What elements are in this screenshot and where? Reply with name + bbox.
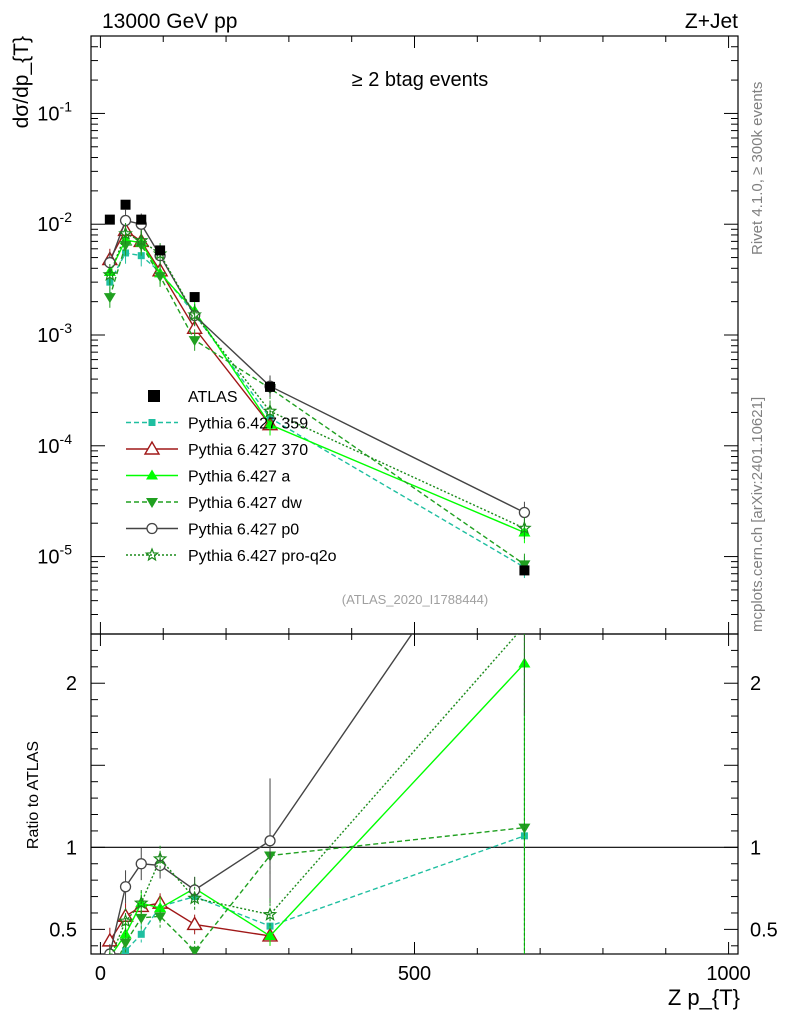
ratio-tick-label: 1 bbox=[750, 837, 761, 859]
series-point bbox=[133, 233, 149, 247]
legend-label: Pythia 6.427 359 bbox=[188, 416, 308, 433]
legend-label: ATLAS bbox=[188, 389, 238, 406]
header-left: 13000 GeV pp bbox=[102, 10, 237, 33]
legend-label: Pythia 6.427 a bbox=[188, 469, 290, 486]
legend: ATLAS Pythia 6.427 359 Pythia 6.427 370 Pyt… bbox=[126, 389, 337, 565]
data-point bbox=[189, 292, 200, 303]
ratio-point bbox=[119, 938, 132, 949]
ratio-line bbox=[109, 634, 413, 954]
ratio-point bbox=[133, 895, 149, 910]
ratio-tick-label: 1 bbox=[66, 837, 77, 859]
ratio-y-label: Ratio to ATLAS bbox=[25, 741, 42, 849]
series-point bbox=[103, 293, 116, 304]
rivet-label: Rivet 4.1.0, ≥ 300k events bbox=[749, 82, 766, 255]
series-point bbox=[154, 272, 167, 283]
data-point bbox=[519, 565, 530, 576]
data-point bbox=[155, 245, 166, 256]
ratio-point bbox=[264, 929, 277, 940]
legend-marker bbox=[148, 390, 160, 402]
ratio-point bbox=[186, 916, 203, 931]
y-axis-label: dσ/dp_{T} bbox=[10, 36, 33, 128]
ratio-point bbox=[262, 906, 278, 921]
ratio-point bbox=[188, 884, 201, 896]
x-tick-label: 0 bbox=[95, 963, 106, 985]
ratio-point bbox=[106, 962, 113, 969]
ratio-point bbox=[187, 890, 202, 905]
y-tick-label: 10-1 bbox=[37, 98, 72, 125]
main-frame bbox=[90, 35, 739, 635]
legend-label: Pythia 6.427 pro-q2o bbox=[188, 548, 337, 565]
ratio-frame bbox=[90, 633, 739, 955]
series-line bbox=[109, 219, 525, 514]
data-point bbox=[265, 381, 276, 392]
ratio-point bbox=[119, 881, 132, 893]
legend-label: Pythia 6.427 dw bbox=[188, 495, 302, 512]
x-tick-label: 1000 bbox=[706, 963, 751, 985]
ratio-line bbox=[111, 634, 519, 954]
legend-marker bbox=[144, 547, 160, 562]
ratio-point bbox=[152, 851, 168, 866]
series-point bbox=[118, 226, 133, 240]
header-right: Z+Jet bbox=[685, 10, 738, 33]
x-tick-label: 500 bbox=[398, 963, 431, 985]
ratio-point bbox=[135, 913, 148, 924]
series-line bbox=[109, 232, 525, 529]
ratio-point bbox=[264, 835, 276, 847]
series-point bbox=[262, 403, 278, 418]
ratio-point bbox=[118, 913, 133, 928]
series-point bbox=[518, 560, 531, 571]
ratio-tick-label: 0.5 bbox=[750, 919, 778, 941]
series-point bbox=[102, 267, 118, 281]
mcplots-label: mcplots.cern.ch [arXiv:2401.10621] bbox=[749, 397, 766, 632]
series-point bbox=[517, 520, 532, 535]
plot-title: ≥ 2 btag events bbox=[352, 69, 489, 91]
ratio-point bbox=[188, 946, 201, 954]
series-point bbox=[187, 307, 202, 322]
series-line bbox=[109, 244, 525, 565]
ratio-line bbox=[111, 663, 525, 954]
ratio-point bbox=[519, 465, 529, 475]
y-tick-label: 10-2 bbox=[37, 209, 72, 236]
x-axis-label: Z p_{T} bbox=[668, 985, 740, 1010]
series-point bbox=[137, 252, 145, 260]
ratio-series bbox=[101, 465, 531, 969]
series-point bbox=[188, 336, 201, 347]
legend-label: Pythia 6.427 p0 bbox=[188, 522, 299, 539]
analysis-tag: (ATLAS_2020_I1788444) bbox=[342, 592, 488, 607]
legend-marker bbox=[143, 440, 161, 455]
ratio-tick-label: 0.5 bbox=[49, 919, 77, 941]
y-tick-label: 10-5 bbox=[37, 542, 72, 569]
ratio-tick-label: 2 bbox=[66, 673, 77, 695]
data-point bbox=[120, 199, 131, 210]
ratio-tick-label: 2 bbox=[750, 673, 761, 695]
ratio-point bbox=[135, 858, 147, 870]
series-point bbox=[518, 506, 531, 519]
ratio-point bbox=[137, 930, 145, 938]
y-tick-label: 10-3 bbox=[37, 320, 72, 347]
legend-label: Pythia 6.427 370 bbox=[188, 442, 308, 459]
y-tick-label: 10-4 bbox=[37, 431, 72, 458]
series-point bbox=[264, 418, 277, 429]
ratio-point bbox=[154, 912, 167, 923]
axes: 0 500 1000 10-5 10-4 10-3 10-2 10-1 0.5 0.5 1 1 2 2 bbox=[37, 35, 778, 985]
legend-marker bbox=[146, 469, 158, 480]
data-point bbox=[104, 214, 115, 225]
ratio-point bbox=[519, 620, 530, 631]
series-line bbox=[109, 239, 525, 534]
data-point bbox=[136, 214, 147, 225]
legend-marker bbox=[146, 498, 158, 508]
legend-marker bbox=[146, 522, 158, 535]
main-series bbox=[101, 199, 532, 579]
legend-marker bbox=[148, 419, 156, 426]
